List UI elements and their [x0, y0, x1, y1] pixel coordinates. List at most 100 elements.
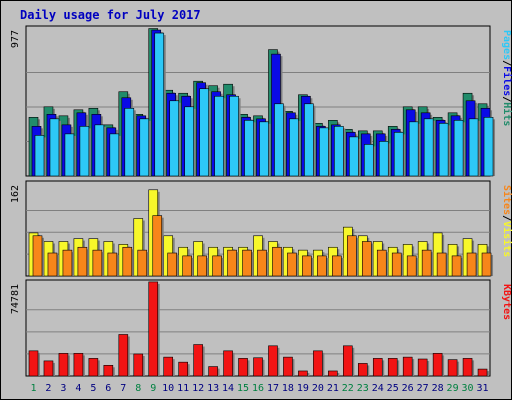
bar-sites-day-3 — [62, 249, 73, 277]
x-tick-day-27: 27 — [417, 383, 429, 394]
bar-pages-day-22 — [349, 136, 359, 177]
x-tick-day-20: 20 — [312, 383, 324, 394]
bar-pages-day-30 — [468, 118, 479, 177]
x-tick-day-21: 21 — [327, 383, 339, 394]
bar-pages-day-24 — [378, 141, 389, 177]
bar-sites-day-17 — [272, 246, 282, 277]
x-axis-labels: 1 2 3 4 5 6 7 8 9 10 11 12 13 14 15 16 17 18 19 20 21 22 23 24 2… — [30, 383, 488, 394]
x-tick-day-4: 4 — [75, 383, 81, 394]
bar-sites-day-31 — [481, 252, 492, 277]
x-tick-day-2: 2 — [45, 383, 51, 394]
x-tick-day-22: 22 — [342, 383, 354, 394]
series-kbytes — [28, 281, 490, 377]
x-tick-day-16: 16 — [252, 383, 264, 394]
bar-sites-day-30 — [466, 252, 477, 277]
x-tick-day-24: 24 — [372, 383, 384, 394]
bar-kbytes-day-7 — [118, 334, 129, 377]
legend-entry: / — [501, 96, 512, 102]
legend-entry: Visits — [501, 221, 512, 257]
bar-kbytes-day-6 — [103, 365, 114, 377]
x-tick-day-5: 5 — [90, 383, 96, 394]
x-tick-day-23: 23 — [357, 383, 369, 394]
x-tick-day-17: 17 — [267, 383, 279, 394]
bar-kbytes-day-26 — [402, 356, 413, 377]
bar-kbytes-day-1 — [28, 350, 39, 377]
bar-pages-day-20 — [319, 127, 329, 177]
bar-kbytes-day-24 — [372, 358, 383, 377]
bar-sites-day-11 — [182, 255, 192, 277]
bar-pages-day-15 — [244, 120, 254, 177]
bar-sites-day-15 — [242, 249, 252, 277]
legend-entry: KBytes — [501, 284, 512, 320]
bar-pages-day-5 — [94, 124, 105, 177]
bar-kbytes-day-2 — [43, 360, 54, 377]
x-tick-day-9: 9 — [150, 383, 156, 394]
bar-kbytes-day-18 — [283, 356, 293, 377]
bar-kbytes-day-12 — [193, 344, 203, 377]
bar-pages-day-12 — [199, 88, 209, 177]
x-tick-day-7: 7 — [120, 383, 126, 394]
bar-pages-day-25 — [393, 132, 404, 177]
bar-pages-day-16 — [259, 121, 269, 177]
bar-kbytes-day-3 — [58, 353, 69, 377]
bar-kbytes-day-9 — [148, 281, 159, 377]
panel-kbytes: 74781 KBytes — [10, 279, 512, 377]
bar-sites-day-28 — [436, 252, 447, 277]
x-tick-day-29: 29 — [447, 383, 459, 394]
x-tick-day-26: 26 — [402, 383, 414, 394]
bar-sites-day-4 — [77, 246, 88, 277]
y-max-label: 977 — [10, 30, 21, 48]
bar-pages-day-21 — [334, 126, 344, 177]
legend-entry: / — [501, 215, 512, 221]
bar-kbytes-day-10 — [163, 356, 174, 377]
bar-sites-day-7 — [122, 246, 133, 277]
bar-kbytes-day-5 — [88, 358, 99, 377]
bar-kbytes-day-4 — [73, 353, 84, 377]
legend-entry: Files — [501, 66, 512, 96]
legend-entry: Pages — [501, 30, 512, 60]
bar-kbytes-day-31 — [477, 368, 488, 377]
x-tick-day-1: 1 — [30, 383, 36, 394]
bar-pages-day-23 — [363, 144, 374, 177]
x-tick-day-10: 10 — [162, 383, 174, 394]
legend-entry: / — [501, 60, 512, 66]
bar-pages-day-10 — [169, 100, 180, 177]
bar-kbytes-day-14 — [223, 350, 233, 377]
x-tick-day-3: 3 — [60, 383, 66, 394]
x-tick-day-25: 25 — [387, 383, 399, 394]
bar-kbytes-day-30 — [462, 358, 473, 377]
bar-sites-day-16 — [257, 249, 267, 277]
bar-sites-day-8 — [137, 249, 148, 277]
bar-sites-day-13 — [212, 255, 222, 277]
bar-pages-day-18 — [289, 118, 299, 177]
bar-pages-day-14 — [229, 95, 239, 177]
x-tick-day-31: 31 — [476, 383, 488, 394]
x-tick-day-28: 28 — [432, 383, 444, 394]
legend-entry: Sites — [501, 185, 512, 215]
bar-kbytes-day-21 — [328, 370, 338, 377]
x-tick-day-14: 14 — [222, 383, 234, 394]
bar-kbytes-day-25 — [387, 358, 398, 377]
x-tick-day-19: 19 — [297, 383, 309, 394]
x-tick-day-30: 30 — [462, 383, 474, 394]
bar-pages-day-11 — [184, 106, 194, 177]
bar-kbytes-day-28 — [432, 353, 443, 377]
x-tick-day-15: 15 — [237, 383, 249, 394]
series-pages — [34, 32, 496, 177]
panel-requests: 977 Pages/Files/Hits — [10, 25, 512, 177]
bar-sites-day-2 — [47, 252, 58, 277]
bar-kbytes-day-13 — [208, 366, 218, 377]
bar-kbytes-day-19 — [298, 370, 308, 377]
bar-kbytes-day-22 — [343, 345, 353, 377]
bar-sites-day-23 — [361, 241, 372, 277]
bar-pages-day-26 — [408, 121, 419, 177]
bar-kbytes-day-23 — [357, 363, 368, 377]
bar-kbytes-day-15 — [238, 358, 248, 377]
bar-pages-day-27 — [423, 118, 434, 177]
bar-kbytes-day-20 — [313, 350, 323, 377]
bar-sites-day-26 — [406, 255, 417, 277]
bar-pages-day-13 — [214, 95, 224, 177]
bar-sites-day-10 — [167, 252, 178, 277]
